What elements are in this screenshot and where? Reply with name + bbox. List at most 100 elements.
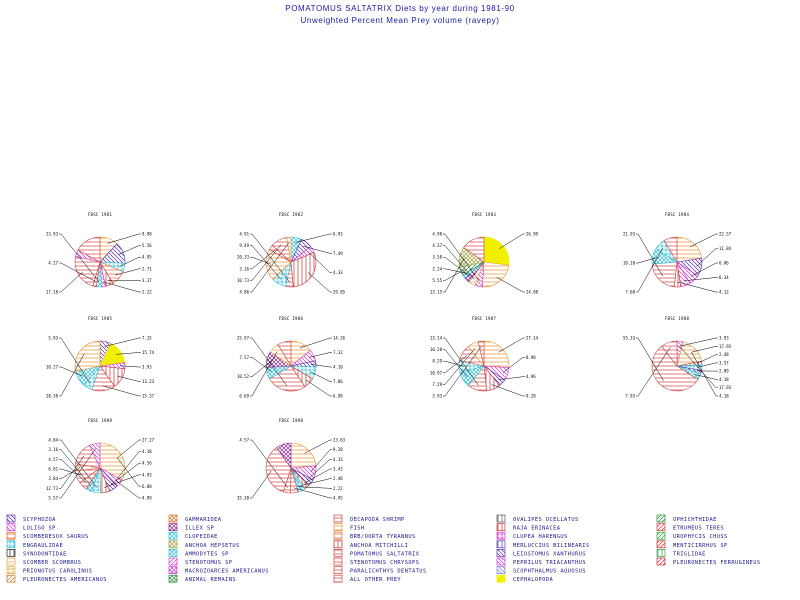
leader-line [59, 455, 85, 489]
leader-line [496, 277, 525, 293]
legend-item-etrumeus-teres: ETRUMEUS TERES [656, 523, 724, 532]
legend-label: PLEURONECTES FERRUGINEUS [673, 560, 761, 566]
pie-value-label: 9.98 [142, 232, 152, 237]
legend-label: ALL OTHER PREY [350, 577, 401, 583]
pie-value-label: 4.93 [142, 472, 152, 477]
legend-swatch [656, 523, 666, 531]
leader-line [295, 233, 332, 243]
leader-line [303, 246, 332, 254]
pie-value-label: 7.49 [333, 251, 343, 256]
legend-swatch [333, 549, 343, 557]
leader-line [59, 449, 92, 487]
pie-value-label: 10.27 [46, 365, 59, 370]
legend-item-ophichthidae: OPHICHTHIDAE [656, 514, 716, 523]
pie-value-label: 14.26 [333, 336, 346, 341]
leader-line [683, 277, 718, 282]
legend-label: MENTICIRRHUS SP [673, 543, 728, 549]
pie-value-label: 20.33 [237, 255, 250, 260]
chart-subtitle: Unweighted Percent Mean Prey volume (rav… [301, 16, 500, 25]
legend-item-clupea-harengus: CLUPEA HARENGUS [496, 531, 568, 540]
leader-line [679, 346, 718, 388]
pie-value-label: 4.57 [239, 438, 249, 443]
leader-line [696, 362, 718, 368]
pie-title: FBSC 1986 [279, 316, 304, 321]
legend-label: PARALICHTHYS DENTATUS [350, 569, 427, 575]
legend-item-illex-sp: ILLEX SP [168, 523, 214, 532]
legend-label: ETRUMEUS TERES [673, 526, 724, 532]
pie-value-label: 7.60 [625, 290, 635, 295]
leader-line [443, 360, 465, 367]
pie-value-label: 6.34 [719, 275, 729, 280]
leader-line [443, 345, 482, 397]
legend-swatch [6, 549, 16, 557]
legend-swatch [496, 557, 506, 566]
pie-value-label: 13.14 [430, 336, 443, 341]
pie-value-label: 4.96 [526, 374, 536, 379]
pie-value-label: 22.57 [719, 232, 732, 237]
legend-item-triglidae: TRIGLIDAE [656, 549, 705, 557]
pie-value-label: 27.14 [526, 336, 539, 341]
legend-swatch [168, 566, 178, 574]
pie-slice-all-other-prey [269, 365, 306, 392]
legend-item-ovalipes-ocellatus: OVALIPES OCELLATUS [496, 514, 578, 523]
pie-value-label: 5.56 [142, 243, 152, 248]
legend-swatch [6, 566, 16, 574]
pie-value-label: 4.95 [333, 496, 343, 501]
legend-swatch [6, 531, 16, 540]
legend-item-macrozoarces-americanus: MACROZOARCES AMERICANUS [168, 566, 268, 575]
legend-item-raja-erinacea: RAJA ERINACEA [496, 523, 560, 532]
pie-value-label: 6.81 [48, 467, 58, 472]
legend-label: SCOMBERESOX SAURUS [23, 534, 89, 540]
leader-line [443, 269, 466, 281]
legend-label: CLUPEA HARENGUS [513, 534, 568, 540]
pie-value-label: 4.99 [142, 496, 152, 501]
pie-value-label: 4.33 [333, 457, 343, 462]
leader-line [303, 468, 332, 484]
pie-value-label: 3.37 [142, 278, 152, 283]
pie-value-label: 4.33 [333, 270, 343, 275]
leader-line [679, 337, 718, 347]
pie-slice-stenotomus-chrysops [77, 236, 101, 263]
pie-value-label: 4.27 [48, 261, 58, 266]
pie-slice-decapoda-shrimp [477, 340, 485, 367]
pie-fbsc-1984: FBSC 1984 22.57 11.84 6.86 6.34 4.12 21.93 10.1… [623, 212, 732, 295]
pie-slice-all-other-prey [265, 447, 292, 493]
leader-line [636, 337, 664, 381]
leader-line [300, 478, 332, 486]
pie-value-label: 21.93 [623, 232, 636, 237]
legend-item-urophycis-chuss: UROPHYCIS CHUSS [656, 531, 727, 540]
pie-value-label: 5.55 [432, 278, 442, 283]
pie-slice-all-other-prey [74, 256, 101, 287]
leader-line [308, 251, 332, 273]
legend-swatch [656, 531, 666, 540]
pie-fbsc-1982: FBSC 1982 6.93 7.49 4.33 29.85 4.91 9.49 20.33 3… [237, 212, 346, 295]
leader-line [59, 459, 87, 483]
legend-item-brb-oorta-tyrannus: BRB/OORTA TYRANNUS [333, 531, 415, 540]
pie-value-label: 17.93 [719, 344, 732, 349]
legend-label: STENOTOMUS SP [185, 560, 232, 566]
pie-value-label: 13.23 [142, 379, 155, 384]
legend-label: POMATOMUS SALTATRIX [350, 551, 420, 557]
legend: SCYPHOZOA LOLIGO SP SCOMBERESOX SAURUS ENGR… [6, 514, 761, 583]
legend-item-stenotomus-chrysops: STENOTOMUS CHRYSOPS [333, 557, 419, 566]
pie-value-label: 15.74 [142, 350, 155, 355]
legend-item-clupeidae: CLUPEIDAE [168, 531, 218, 540]
leader-line [59, 366, 83, 377]
legend-label: CLUPEIDAE [185, 534, 218, 540]
pie-value-label: 2.48 [333, 476, 343, 481]
pie-value-label: 4.18 [719, 377, 729, 382]
leader-line [250, 233, 290, 283]
leader-line [104, 337, 141, 347]
pie-value-label: 7.29 [432, 382, 442, 387]
legend-label: LOLIGO SP [23, 526, 56, 532]
legend-swatch [168, 514, 178, 523]
pie-value-label: 2.71 [142, 266, 152, 271]
pie-slice-peprilus-triacanthus [89, 442, 101, 469]
pie-value-label: 5.57 [48, 496, 58, 501]
legend-item-scomberesox-saurus: SCOMBERESOX SAURUS [6, 531, 89, 540]
pie-slice-cephalopoda [483, 236, 510, 266]
pie-value-label: 8.90 [526, 355, 536, 360]
leader-line [502, 357, 525, 373]
pie-charts: FBSC 1981 9.98 5.56 4.95 2.71 3.37 2.22 23.93 4.… [46, 212, 732, 501]
pie-fbsc-1985: FBSC 1985 7.15 15.74 3.93 13.23 15.37 5.93 10.2… [46, 316, 155, 399]
